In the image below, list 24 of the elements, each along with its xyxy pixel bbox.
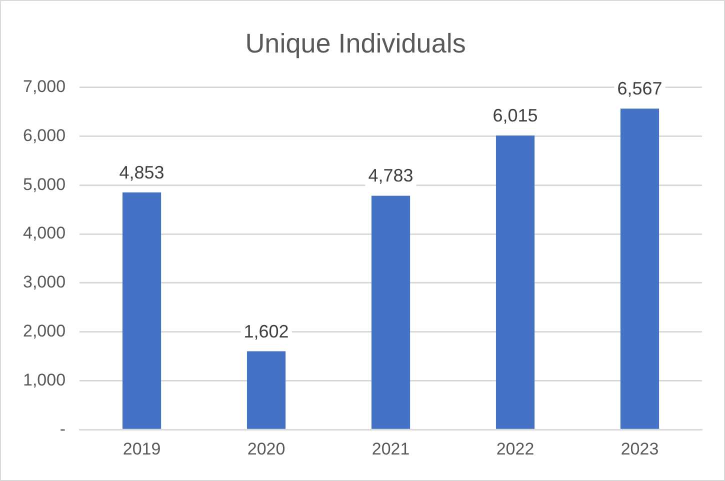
y-tick-label: - bbox=[60, 419, 66, 438]
bar bbox=[122, 192, 162, 429]
y-tick-label: 3,000 bbox=[22, 272, 66, 292]
bar bbox=[246, 351, 286, 429]
x-tick-label: 2021 bbox=[372, 439, 410, 458]
data-label: 6,567 bbox=[617, 78, 662, 99]
y-tick-label: 1,000 bbox=[22, 370, 66, 390]
x-tick-label: 2022 bbox=[496, 439, 534, 458]
bar bbox=[496, 136, 535, 429]
y-tick-label: 6,000 bbox=[22, 126, 66, 145]
data-label: 4,853 bbox=[119, 162, 164, 182]
y-tick-label: 4,000 bbox=[22, 224, 66, 243]
data-label: 4,783 bbox=[368, 166, 414, 186]
bar bbox=[371, 196, 410, 429]
y-tick-label: 5,000 bbox=[22, 174, 66, 194]
data-label: 6,015 bbox=[492, 106, 538, 126]
x-tick-label: 2020 bbox=[247, 439, 286, 458]
y-tick-label: 7,000 bbox=[22, 77, 66, 96]
chart-title: Unique Individuals bbox=[245, 28, 466, 59]
bar bbox=[620, 108, 660, 429]
x-tick-label: 2023 bbox=[620, 439, 659, 458]
y-tick-label: 2,000 bbox=[22, 322, 66, 341]
data-label: 1,602 bbox=[244, 321, 289, 342]
x-tick-label: 2019 bbox=[122, 439, 161, 458]
